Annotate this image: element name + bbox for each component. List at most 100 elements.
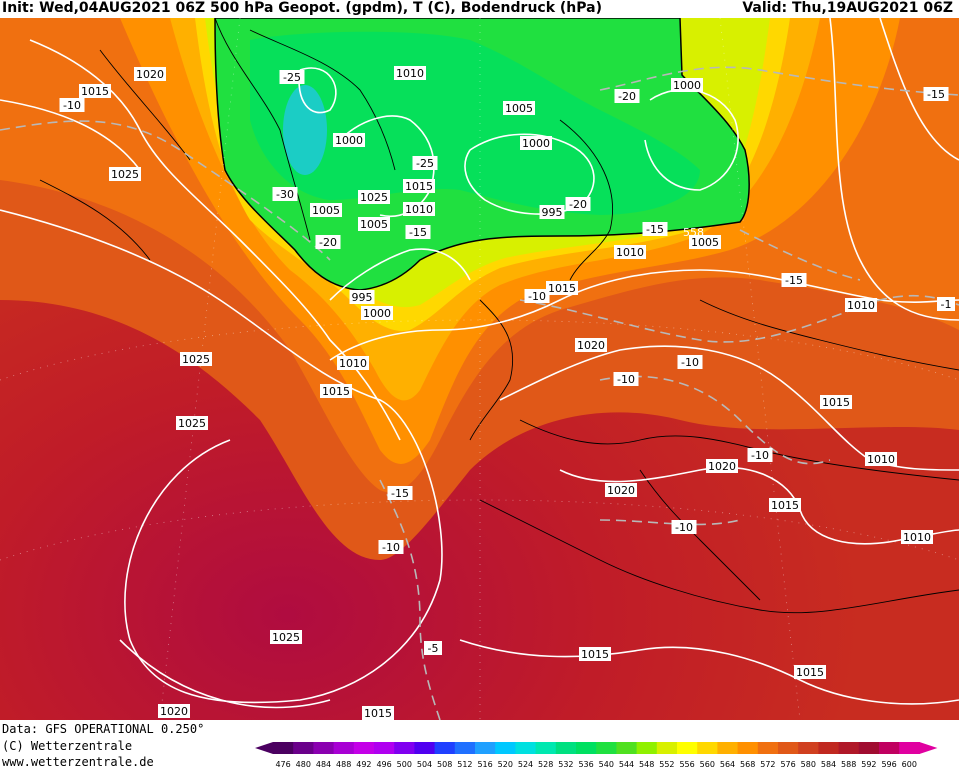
pressure-label-box xyxy=(671,78,703,92)
pressure-label-text: 1010 xyxy=(339,357,367,370)
temp-label: -10 xyxy=(378,540,404,554)
temp-label-text: -25 xyxy=(416,157,434,170)
pressure-label-box xyxy=(394,66,426,80)
graticule xyxy=(0,18,959,720)
pressure-label: 1015 xyxy=(769,498,801,512)
pressure-label-box xyxy=(539,205,565,219)
temp-label: -10 xyxy=(524,289,550,303)
temp-label-text: -20 xyxy=(319,236,337,249)
pressure-label: 1000 xyxy=(333,133,365,147)
pressure-label: 1020 xyxy=(158,704,190,718)
temp-label-text: -10 xyxy=(528,290,546,303)
pressure-label: 1015 xyxy=(320,384,352,398)
scale-swatch xyxy=(677,742,698,754)
pressure-label-text: 1015 xyxy=(581,648,609,661)
temp-label-box xyxy=(279,70,305,84)
scale-value-label: 532 xyxy=(558,760,573,769)
pressure-label-box xyxy=(820,395,852,409)
scale-value-label: 592 xyxy=(861,760,876,769)
scale-value-label: 584 xyxy=(821,760,836,769)
pressure-label-box xyxy=(901,530,933,544)
scale-value-label: 504 xyxy=(417,760,432,769)
scale-swatch xyxy=(858,742,880,754)
pressure-label-text: 1015 xyxy=(796,666,824,679)
pressure-label-text: 1000 xyxy=(673,79,701,92)
pressure-label: 1025 xyxy=(358,190,390,204)
scale-min-arrow xyxy=(255,742,273,754)
pressure-label: 1005 xyxy=(310,203,342,217)
temp-label-box xyxy=(59,98,85,112)
scale-swatch xyxy=(434,742,456,754)
pressure-label-box xyxy=(706,459,738,473)
temp-label-box xyxy=(315,235,341,249)
pressure-label-box xyxy=(865,452,897,466)
pressure-label-box xyxy=(176,416,208,430)
scale-value-label: 588 xyxy=(841,760,856,769)
contour-558-label: 558 xyxy=(683,226,704,239)
temp-label: -15 xyxy=(387,486,413,500)
pressure-label-box xyxy=(362,706,394,720)
scale-value-label: 536 xyxy=(578,760,593,769)
pressure-label-text: 1020 xyxy=(607,484,635,497)
scale-swatch xyxy=(293,742,314,754)
pressure-label: 995 xyxy=(539,205,565,219)
temp-label: -30 xyxy=(272,187,298,201)
temp-label: -10 xyxy=(59,98,85,112)
pressure-label: 1010 xyxy=(337,356,369,370)
pressure-label-text: 1010 xyxy=(405,203,433,216)
temp-label-box xyxy=(387,486,413,500)
scale-value-label: 544 xyxy=(619,760,634,769)
pressure-label-box xyxy=(605,483,637,497)
scale-value-label: 508 xyxy=(437,760,452,769)
temp-label-text: -15 xyxy=(785,274,803,287)
temp-label: -20 xyxy=(315,235,341,249)
pressure-label-text: 1015 xyxy=(822,396,850,409)
pressure-label-text: 1005 xyxy=(312,204,340,217)
pressure-label-text: 1025 xyxy=(272,631,300,644)
scale-value-label: 516 xyxy=(477,760,492,769)
website-link[interactable]: www.wetterzentrale.de xyxy=(2,755,154,769)
scale-value-label: 476 xyxy=(275,760,290,769)
scale-value-label: 560 xyxy=(700,760,715,769)
pressure-label: 1015 xyxy=(820,395,852,409)
pressure-label-box xyxy=(503,101,535,115)
temp-label-text: -25 xyxy=(283,71,301,84)
temp-label-box xyxy=(613,372,639,386)
scale-value-label: 568 xyxy=(740,760,755,769)
pressure-label-text: 1025 xyxy=(178,417,206,430)
temp-label-box xyxy=(937,297,955,311)
chart-footer: Data: GFS OPERATIONAL 0.250° (C) Wetterz… xyxy=(0,720,959,770)
scale-swatch xyxy=(495,742,516,754)
temp-label: -25 xyxy=(279,70,305,84)
scale-value-label: 496 xyxy=(376,760,391,769)
pressure-label-box xyxy=(310,203,342,217)
pressure-label: 1000 xyxy=(361,306,393,320)
pressure-label-text: 1020 xyxy=(577,339,605,352)
scale-swatch xyxy=(818,742,840,754)
temp-label: -25 xyxy=(412,156,438,170)
pressure-label-box xyxy=(575,338,607,352)
temp-label-text: -10 xyxy=(675,521,693,534)
temp-label: -15 xyxy=(642,222,668,236)
pressure-label-box xyxy=(403,202,435,216)
pressure-label-box xyxy=(320,384,352,398)
pressure-label-text: 1000 xyxy=(335,134,363,147)
temp-label-box xyxy=(781,273,807,287)
pressure-label-text: 1005 xyxy=(360,218,388,231)
pressure-label: 1015 xyxy=(79,84,111,98)
pressure-label-box xyxy=(337,356,369,370)
scale-value-label: 540 xyxy=(599,760,614,769)
pressure-label: 1000 xyxy=(520,136,552,150)
scale-swatch xyxy=(333,742,355,754)
temp-label: -10 xyxy=(677,355,703,369)
scale-swatch xyxy=(778,742,799,754)
temp-label-box xyxy=(272,187,298,201)
pressure-label-box xyxy=(520,136,552,150)
pressure-label-box xyxy=(158,704,190,718)
copyright-text: (C) Wetterzentrale xyxy=(2,739,133,753)
pressure-label: 1015 xyxy=(362,706,394,720)
pressure-label-box xyxy=(358,217,390,231)
scale-value-label: 484 xyxy=(316,760,331,769)
pressure-label-box xyxy=(403,179,435,193)
weather-map-canvas: 1020 1015 1025 1010 1005 1000 1000 1000 1025 1015… xyxy=(0,18,959,720)
